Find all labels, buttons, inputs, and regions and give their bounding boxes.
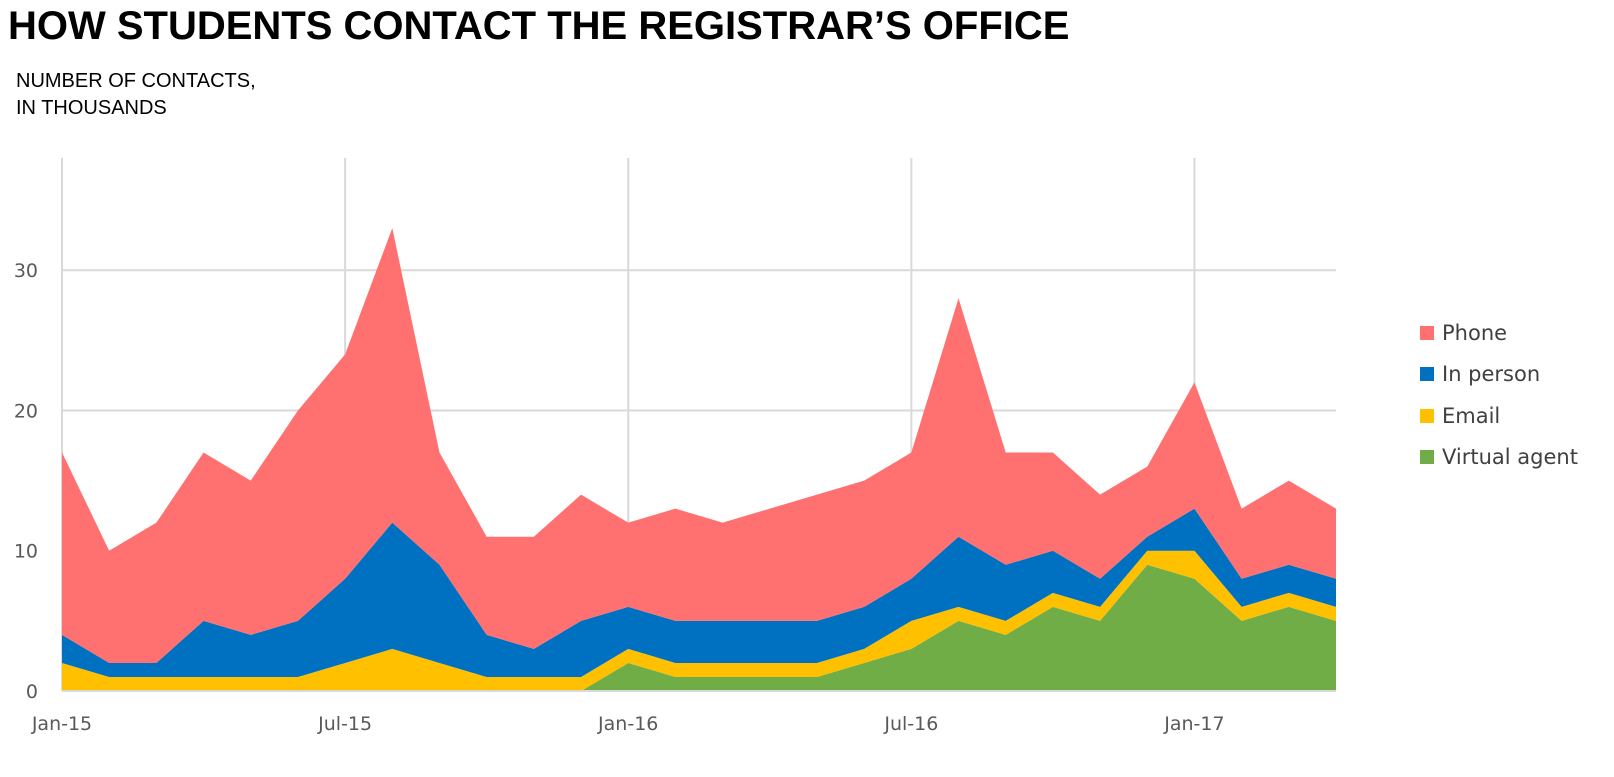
axes: 0 10 20 30 Jan-15 Jul-15 Jan-16 Jul-16 Jan-17 [14,260,1336,735]
legend-item-phone: Phone [1420,312,1578,354]
chart-legend: Phone In person Email Virtual agent [1420,312,1578,478]
legend-swatch [1420,450,1434,465]
x-tick-label-Jul-16: Jul-16 [883,713,938,735]
area-phone [62,228,1336,663]
area-virtual-agent [62,564,1336,691]
subtitle-line-1: NUMBER OF CONTACTS, [16,70,256,92]
subtitle-line-2: IN THOUSANDS [16,97,167,119]
x-tick-label-Jan-16: Jan-16 [597,713,658,735]
legend-label: Email [1442,403,1501,428]
area-email [62,550,1336,691]
area-in-person [62,508,1336,677]
legend-label: Virtual agent [1442,445,1578,470]
legend-swatch [1420,325,1434,340]
y-tick-label-0: 0 [26,681,38,703]
legend-item-virtual-agent: Virtual agent [1420,437,1578,479]
x-tick-label-Jul-15: Jul-15 [317,713,372,735]
legend-label: Phone [1442,320,1508,345]
chart-subtitle: NUMBER OF CONTACTS, IN THOUSANDS [16,68,256,122]
legend-swatch [1420,408,1434,423]
legend-item-email: Email [1420,395,1578,437]
chart-title: HOW STUDENTS CONTACT THE REGISTRAR’S OFF… [8,4,1070,48]
x-tick-label-Jan-17: Jan-17 [1163,713,1224,735]
y-tick-label-30: 30 [14,260,38,282]
y-tick-label-20: 20 [14,400,38,422]
area-series [62,228,1336,691]
legend-label: In person [1442,362,1541,387]
x-tick-label-Jan-15: Jan-15 [31,713,92,735]
y-tick-label-10: 10 [14,541,38,563]
legend-item-in-person: In person [1420,354,1578,396]
legend-swatch [1420,367,1434,382]
